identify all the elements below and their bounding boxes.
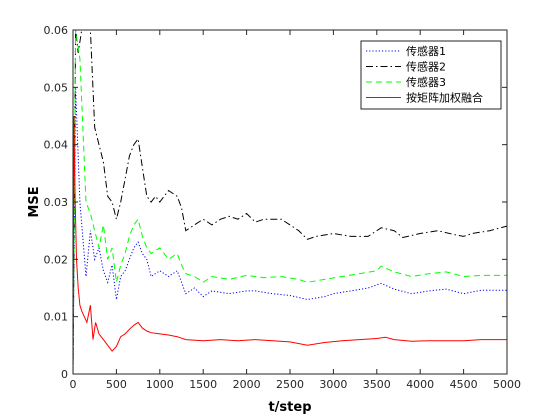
- series-line-2: [72, 29, 508, 375]
- series-line-1: [72, 87, 507, 375]
- series-layer: [72, 29, 508, 375]
- x-tick-label: 2000: [233, 378, 261, 391]
- y-tick-label: 0.04: [44, 139, 69, 152]
- x-tick-label: 1500: [189, 378, 217, 391]
- x-tick-label: 4500: [450, 378, 478, 391]
- ticks-layer: 0 500 1000 1500 2000 2500 3000 3500 4000 4500 5000…: [44, 24, 522, 391]
- x-tick-label: 3000: [319, 378, 347, 391]
- y-tick-label: 0.05: [44, 81, 69, 94]
- legend-label-4: 按矩阵加权融合: [406, 91, 483, 105]
- x-tick-label: 1000: [146, 378, 174, 391]
- legend-label-3: 传感器3: [406, 76, 446, 89]
- y-tick-label: 0.02: [44, 253, 69, 266]
- y-tick-label: 0.03: [44, 196, 69, 209]
- legend-label-2: 传感器2: [406, 61, 446, 74]
- x-tick-label: 500: [106, 378, 127, 391]
- x-tick-label: 0: [70, 378, 77, 391]
- legend: 传感器1 传感器2 传感器3 按矩阵加权融合: [360, 40, 502, 110]
- y-axis-title: MSE: [27, 186, 42, 217]
- x-tick-label: 2500: [276, 378, 304, 391]
- y-tick-label: 0.06: [44, 24, 69, 37]
- x-tick-label: 5000: [493, 378, 521, 391]
- series-line-4: [72, 115, 507, 375]
- x-tick-label: 4000: [406, 378, 434, 391]
- y-tick-label: 0.01: [44, 311, 69, 324]
- x-tick-label: 3500: [363, 378, 391, 391]
- x-axis-title: t/step: [268, 400, 311, 415]
- legend-label-1: 传感器1: [406, 45, 446, 58]
- series-line-3: [72, 29, 507, 375]
- y-tick-label: 0: [61, 368, 68, 381]
